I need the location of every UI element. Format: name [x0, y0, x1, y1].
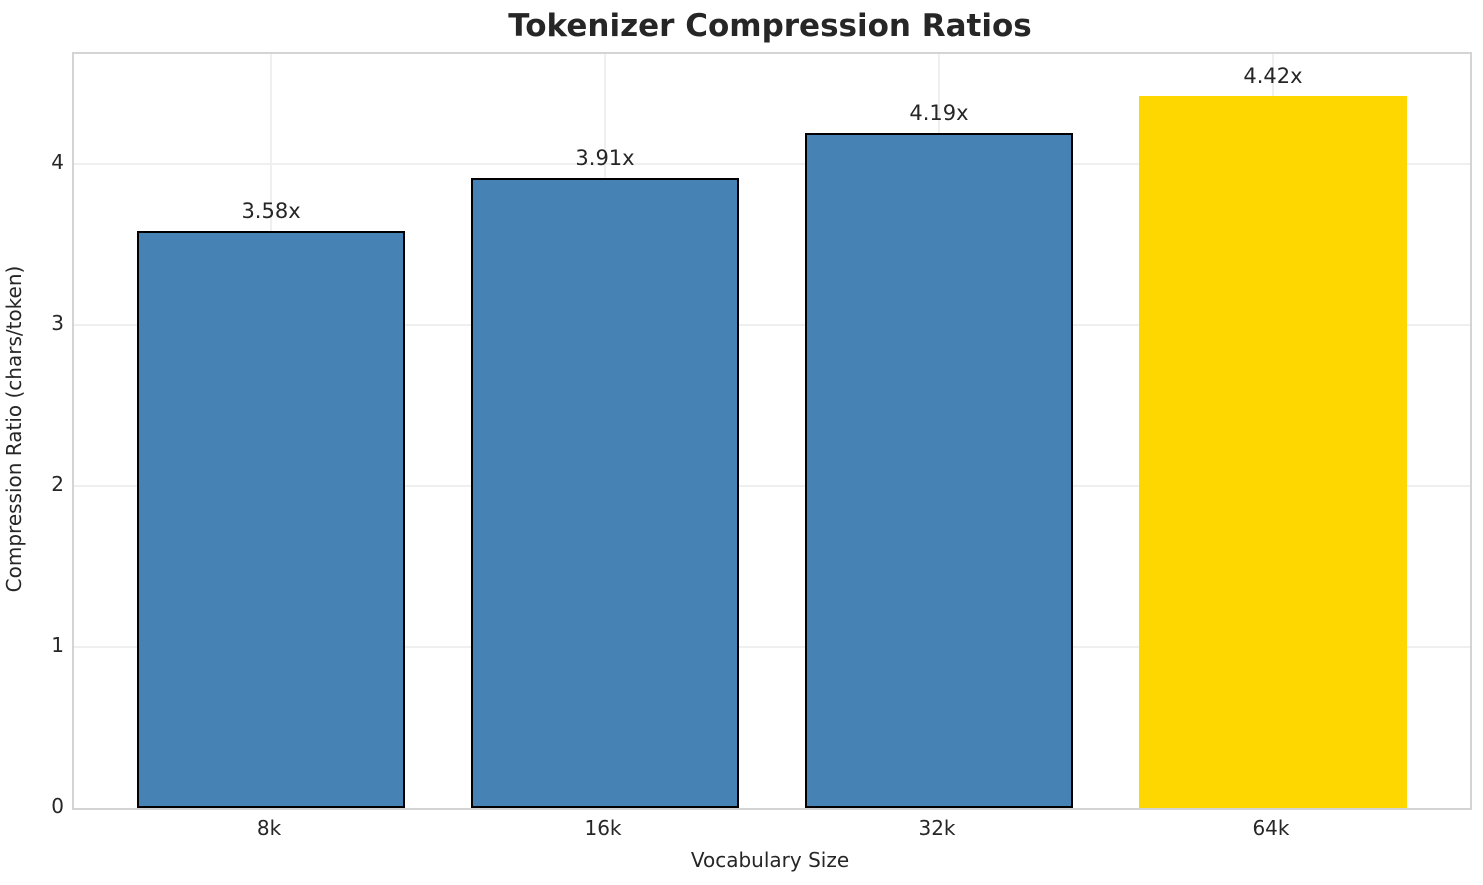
x-axis-label: Vocabulary Size: [690, 848, 850, 872]
h-gridline-3: [74, 323, 1470, 326]
bar-8k: [137, 231, 405, 808]
h-gridline-2: [74, 484, 1470, 487]
plot-area: 3.58x 3.91x 4.19x 4.42x: [72, 52, 1472, 810]
bar-32k: [805, 132, 1073, 808]
y-tick-label-3: 3: [51, 310, 64, 335]
y-axis-label: Compression Ratio (chars/token): [2, 265, 26, 593]
y-tick-label-0: 0: [51, 794, 64, 818]
h-gridline-4: [74, 162, 1470, 165]
y-tick-label-1: 1: [51, 632, 64, 657]
x-tick-label-32k: 32k: [918, 816, 956, 840]
y-tick-label-2: 2: [51, 471, 64, 496]
bar-64k: [1139, 95, 1407, 808]
bar-value-label-16k: 3.91x: [575, 146, 635, 171]
h-gridline-1: [74, 645, 1470, 648]
bar-value-label-8k: 3.58x: [241, 199, 301, 224]
bar-value-label-64k: 4.42x: [1243, 63, 1303, 88]
x-tick-label-8k: 8k: [256, 816, 282, 840]
bar-16k: [471, 178, 739, 808]
x-tick-label-64k: 64k: [1252, 816, 1290, 840]
y-tick-label-4: 4: [51, 149, 64, 174]
x-tick-label-16k: 16k: [584, 816, 622, 840]
chart-title: Tokenizer Compression Ratios: [508, 8, 1032, 44]
bar-value-label-32k: 4.19x: [909, 100, 969, 125]
